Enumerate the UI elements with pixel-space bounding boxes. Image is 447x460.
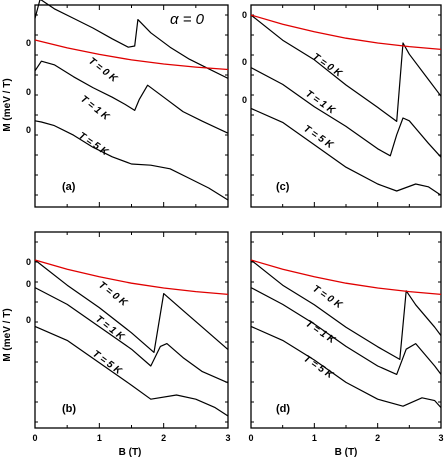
x-axis-label-right: B (T) (335, 447, 358, 458)
x-tick-label: 1 (312, 433, 317, 443)
series-line-t0k (250, 259, 442, 360)
curve-label: T = 1 K (93, 314, 126, 344)
reference-curve (250, 259, 442, 296)
plot-frame (34, 231, 229, 429)
series-line-t5k (250, 325, 442, 409)
reference-curve (34, 259, 229, 296)
curve-label: T = 0 K (310, 51, 344, 79)
panel-d: 0 1 2 3 T = 0 K T = 1 K T = 5 K (d) (248, 231, 444, 443)
series-line-t0k (34, 259, 229, 353)
series-line-t1k (250, 287, 442, 375)
x-tick-label: 2 (161, 433, 166, 443)
y-zero-label: 0 (26, 279, 31, 289)
series-line-t5k (34, 120, 229, 201)
panel-label: (d) (276, 403, 290, 415)
x-tick-label: 0 (32, 433, 37, 443)
series-line-t5k (250, 107, 442, 196)
y-zero-label: 0 (26, 87, 31, 97)
y-axis-label-bottom: M (meV / T) (2, 308, 13, 361)
plot-frame (250, 231, 442, 429)
y-zero-label: 0 (242, 10, 247, 20)
x-axis-label-left: B (T) (119, 447, 142, 458)
series-line-t0k (250, 14, 442, 123)
panel-label: (c) (276, 181, 290, 193)
series-line-t1k (34, 60, 229, 134)
curve-label: T = 5 K (301, 353, 335, 381)
series-line-t5k (34, 325, 229, 417)
series-line-t0k (34, 0, 229, 79)
reference-curve (250, 14, 442, 51)
plot-frame (34, 4, 229, 208)
curve-label: T = 5 K (90, 349, 124, 378)
y-zero-label: 0 (242, 57, 247, 67)
x-tick-label: 2 (375, 433, 380, 443)
curve-label: T = 0 K (310, 283, 344, 311)
y-zero-label: 0 (26, 315, 31, 325)
x-tick-label: 3 (225, 433, 230, 443)
reference-curve (34, 39, 229, 71)
curve-label: T = 0 K (96, 280, 129, 310)
curve-label: T = 1 K (303, 318, 337, 346)
y-zero-label: 0 (242, 95, 247, 105)
curve-label: T = 0 K (86, 56, 119, 86)
curve-label: T = 1 K (78, 94, 111, 124)
panel-label: (b) (62, 403, 76, 415)
curve-label: T = 5 K (76, 130, 110, 158)
x-tick-label: 0 (248, 433, 253, 443)
y-axis-label-top: M (meV / T) (2, 78, 13, 131)
y-zero-label: 0 (26, 257, 31, 267)
panel-label: (a) (62, 181, 76, 193)
x-tick-label: 1 (97, 433, 102, 443)
x-tick-label: 3 (438, 433, 443, 443)
y-zero-label: 0 (26, 38, 31, 48)
panel-a: 0 0 0 T = 0 K T = 1 K T = 5 K (a) (26, 0, 229, 208)
series-line-t1k (250, 67, 442, 158)
alpha-annotation: α = 0 (170, 11, 205, 28)
panel-b: 0 1 2 3 0 0 0 T = 0 K T = 1 K T = 5 K (b) (26, 231, 231, 443)
y-zero-label: 0 (26, 125, 31, 135)
series-line-t1k (34, 287, 229, 384)
plot-frame (250, 4, 442, 208)
